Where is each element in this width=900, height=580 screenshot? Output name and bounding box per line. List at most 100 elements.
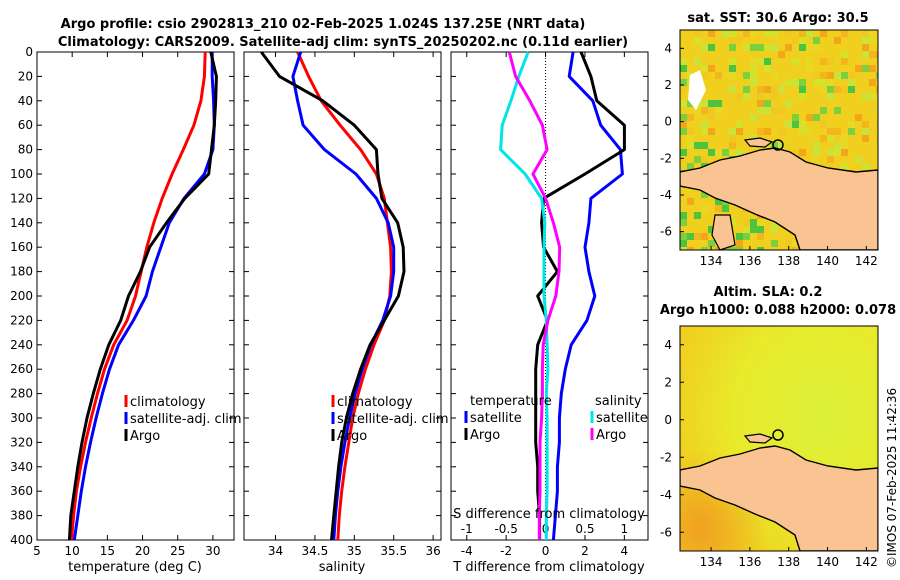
sst-map (680, 30, 878, 250)
sst-pixel (855, 156, 862, 163)
salinity-axes-box (243, 51, 442, 541)
sst-pixel (820, 72, 827, 79)
s-diff-tick-label: -1 (461, 522, 473, 536)
sst-pixel (701, 205, 708, 212)
map-y-tick-label: -4 (660, 188, 672, 202)
sst-pixel (813, 44, 820, 51)
sst-pixel (708, 100, 715, 107)
sst-map-frame (679, 29, 879, 251)
sla-map-title-2: Argo h1000: 0.088 h2000: 0.078 (660, 303, 896, 318)
sst-pixel (841, 72, 848, 79)
sst-pixel (701, 72, 708, 79)
sst-pixel (729, 44, 736, 51)
sst-pixel (743, 219, 750, 226)
legend-label-s-argo: Argo (596, 428, 626, 443)
sst-pixel (757, 86, 764, 93)
sst-pixel (792, 240, 799, 247)
sst-pixel (876, 107, 878, 114)
sst-pixel (876, 100, 878, 107)
sst-pixel (785, 240, 792, 247)
x-tick-label: 20 (135, 544, 150, 558)
sst-pixel (757, 58, 764, 65)
sla-map-title-1: Altim. SLA: 0.2 (714, 285, 823, 300)
sst-pixel (757, 100, 764, 107)
sst-pixel (876, 51, 878, 58)
sst-pixel (708, 30, 715, 37)
series-s-diff-argo (507, 51, 562, 540)
sst-pixel (771, 86, 778, 93)
sst-pixel (869, 79, 876, 86)
sst-pixel (848, 72, 855, 79)
y-tick-label: 380 (10, 509, 33, 523)
sst-pixel (687, 128, 694, 135)
sst-pixel (799, 30, 806, 37)
sst-pixel (764, 65, 771, 72)
legend-label-t-argo: Argo (470, 428, 500, 443)
sst-map-ticks: 134 136 138 140 142 4 2 0 -2 -4 -6 (660, 41, 878, 268)
sst-pixel (701, 65, 708, 72)
sst-pixel (743, 30, 750, 37)
y-tick-label: 80 (18, 143, 33, 157)
sst-pixel (750, 219, 757, 226)
sst-pixel (792, 79, 799, 86)
sst-pixel (736, 240, 743, 247)
map-y-tick-label: 4 (664, 338, 672, 352)
sst-pixel (750, 44, 757, 51)
sst-pixel (757, 233, 764, 240)
sst-pixel (827, 86, 834, 93)
legend-title-temperature: temperature (470, 394, 552, 409)
y-tick-label: 100 (10, 167, 33, 181)
series-argo-salinity (260, 51, 406, 541)
sst-pixel (764, 58, 771, 65)
sst-pixel (687, 114, 694, 121)
sst-pixel (757, 93, 764, 100)
sst-pixel (862, 44, 869, 51)
sst-pixel (820, 135, 827, 142)
sst-pixel (834, 142, 841, 149)
y-tick-label: 120 (10, 191, 33, 205)
sst-pixel (687, 142, 694, 149)
y-tick-label: 280 (10, 387, 33, 401)
sst-pixel (806, 114, 813, 121)
sst-pixel (799, 86, 806, 93)
sst-pixel (708, 226, 715, 233)
sst-pixel (869, 93, 876, 100)
sst-pixel (764, 30, 771, 37)
salinity-xlabel: salinity (319, 560, 366, 575)
sst-pixel (834, 37, 841, 44)
sst-pixel (680, 65, 687, 72)
sst-pixel (827, 135, 834, 142)
sst-pixel (715, 107, 722, 114)
sst-pixel (743, 233, 750, 240)
x-tick-label: 36 (425, 544, 440, 558)
sst-pixel (757, 107, 764, 114)
sst-pixel (869, 51, 876, 58)
legend-label-argo: Argo (130, 429, 160, 444)
sst-pixel (806, 65, 813, 72)
y-tick-label: 40 (18, 94, 33, 108)
series-satellite-salinity (291, 51, 396, 541)
x-tick-label: 4 (621, 544, 629, 558)
sst-pixel (827, 58, 834, 65)
sst-map-title: sat. SST: 30.6 Argo: 30.5 (687, 11, 868, 26)
sst-pixel (757, 128, 764, 135)
sst-pixel (813, 114, 820, 121)
sst-pixel (813, 79, 820, 86)
sst-pixel (785, 121, 792, 128)
sst-pixel (680, 128, 687, 135)
sst-pixel (680, 100, 687, 107)
difference-panel: -4 -2 0 2 4-1 -0.5 0 0.5 1 (450, 51, 649, 558)
legend-label-argo: Argo (337, 429, 367, 444)
temperature-xlabel: temperature (deg C) (68, 560, 202, 575)
sst-pixel (680, 58, 687, 65)
sst-pixel (701, 100, 708, 107)
y-tick-label: 400 (10, 533, 33, 547)
difference-legend: temperature satellite Argo salinity sate… (464, 394, 648, 443)
sst-pixel (736, 128, 743, 135)
sst-pixel (827, 79, 834, 86)
sst-pixel (848, 79, 855, 86)
sst-pixel (799, 128, 806, 135)
sst-pixel (701, 44, 708, 51)
sst-pixel (729, 37, 736, 44)
series-climatology-salinity (296, 51, 393, 541)
